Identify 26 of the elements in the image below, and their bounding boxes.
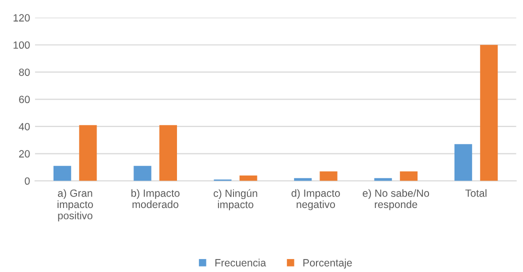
bar <box>134 166 152 181</box>
x-tick-label: a) Gran impacto positivo <box>58 189 93 222</box>
bar <box>294 178 312 181</box>
bar <box>454 144 472 181</box>
x-tick-label: d) Impacto negativo <box>292 189 340 210</box>
x-tick-label: e) No sabe/No responde <box>362 189 430 210</box>
bar <box>240 175 258 181</box>
x-tick-label: Total <box>465 189 486 197</box>
x-tick-label: c) Ningún impacto <box>214 189 258 210</box>
legend-label: Porcentaje <box>303 258 352 269</box>
y-tick-label: 40 <box>18 122 30 130</box>
bar <box>159 125 177 181</box>
bar <box>480 44 498 181</box>
y-tick-label: 0 <box>24 177 30 185</box>
bar <box>79 125 97 181</box>
legend-label: Frecuencia <box>215 258 266 266</box>
bar <box>400 171 418 181</box>
y-tick-label: 120 <box>14 14 30 22</box>
bar <box>53 166 72 181</box>
bar <box>320 171 338 181</box>
x-tick-label: b) Impacto moderado <box>131 189 180 208</box>
y-tick-label: 20 <box>19 150 30 158</box>
bar <box>374 178 392 181</box>
y-tick-label: 60 <box>19 96 30 104</box>
y-tick-label: 80 <box>19 68 30 76</box>
y-tick-label: 100 <box>14 41 30 49</box>
